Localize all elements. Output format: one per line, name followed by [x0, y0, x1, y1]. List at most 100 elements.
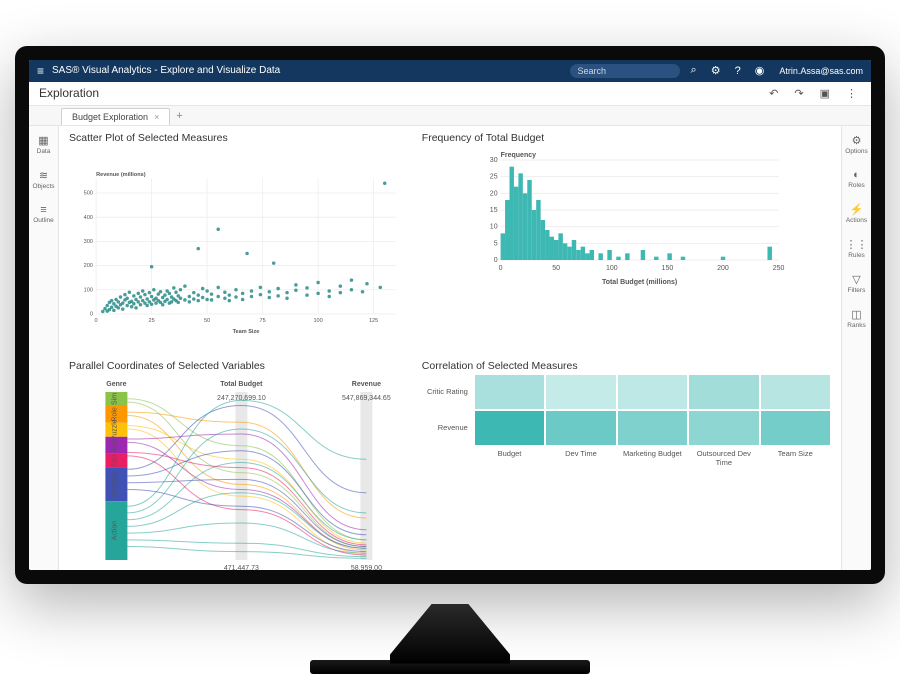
- monitor-frame: ≡ SAS® Visual Analytics - Explore and Vi…: [15, 46, 885, 584]
- svg-text:500: 500: [84, 190, 93, 196]
- svg-text:Frequency: Frequency: [500, 152, 536, 159]
- svg-text:Total Budget (millions): Total Budget (millions): [602, 279, 677, 286]
- rail-item-filters[interactable]: ▽Filters: [848, 271, 866, 296]
- heatmap-cell[interactable]: [546, 375, 615, 409]
- heatmap-col-label: Budget: [474, 446, 545, 467]
- rail-item-ranks[interactable]: ◫Ranks: [847, 306, 865, 331]
- svg-text:Revenue: Revenue: [352, 381, 381, 388]
- rail-item-data[interactable]: ▦Data: [37, 132, 51, 157]
- rail-label: Options: [845, 148, 867, 155]
- close-icon[interactable]: ×: [154, 112, 159, 122]
- rail-label: Ranks: [847, 322, 865, 329]
- rail-item-options[interactable]: ⚙Options: [845, 132, 867, 157]
- scatter-chart[interactable]: 01002003004005000255075100125Revenue (mi…: [69, 146, 404, 356]
- page-header: Exploration ↶ ↷ ▣ ⋮: [29, 82, 871, 106]
- svg-text:15: 15: [490, 207, 498, 214]
- rail-item-roles[interactable]: ◐Roles: [848, 167, 865, 191]
- svg-text:Sim: Sim: [111, 392, 118, 404]
- right-rail: ⚙Options ◐Roles ⚡Actions ⋮⋮Rules ▽Filters ◫Ra…: [841, 126, 871, 570]
- user-label[interactable]: Atrin.Assa@sas.com: [775, 66, 863, 76]
- svg-text:Edu: Edu: [111, 454, 118, 467]
- svg-text:200: 200: [717, 265, 729, 272]
- rail-item-rules[interactable]: ⋮⋮Rules: [846, 236, 868, 261]
- heatmap-cell[interactable]: [761, 411, 830, 445]
- svg-text:25: 25: [490, 173, 498, 180]
- rail-label: Objects: [32, 183, 54, 190]
- svg-text:Total Budget: Total Budget: [220, 381, 263, 388]
- search-input[interactable]: [570, 64, 680, 78]
- panel-histogram: Frequency of Total Budget 05101520253005…: [422, 132, 831, 356]
- svg-text:0: 0: [493, 257, 497, 264]
- heatmap-row-label: Critic Rating: [422, 374, 474, 410]
- heatmap-cell[interactable]: [475, 375, 544, 409]
- page-title: Exploration: [39, 86, 99, 100]
- svg-text:58,959.00: 58,959.00: [351, 565, 382, 570]
- parallel-chart[interactable]: Sim Role Puzzle Misc Edu Strategy Action…: [69, 374, 404, 570]
- tab-add[interactable]: +: [170, 107, 188, 125]
- rail-item-outline[interactable]: ≡Outline: [33, 202, 54, 226]
- svg-text:125: 125: [369, 317, 378, 323]
- svg-text:Genre: Genre: [106, 381, 126, 388]
- rail-item-objects[interactable]: ≋Objects: [32, 167, 54, 192]
- tab-budget-exploration[interactable]: Budget Exploration ×: [61, 108, 170, 125]
- search-icon[interactable]: ⌕: [688, 64, 700, 77]
- rail-item-actions[interactable]: ⚡Actions: [846, 201, 867, 226]
- heatmap-cell[interactable]: [618, 411, 687, 445]
- heatmap-cell[interactable]: [618, 375, 687, 409]
- rail-label: Rules: [848, 252, 865, 259]
- parallel-title: Parallel Coordinates of Selected Variabl…: [69, 360, 404, 372]
- histogram-chart[interactable]: 051015202530050100150200250FrequencyTota…: [422, 146, 831, 286]
- svg-text:Team Size: Team Size: [233, 329, 260, 335]
- svg-text:471,447.73: 471,447.73: [224, 565, 259, 570]
- heatmap-col-label: Dev Time: [545, 446, 616, 467]
- svg-text:20: 20: [490, 190, 498, 197]
- canvas: Frequency of Total Budget 05101520253005…: [59, 126, 841, 570]
- svg-text:50: 50: [552, 265, 560, 272]
- svg-text:0: 0: [95, 317, 98, 323]
- panel-scatter: Scatter Plot of Selected Measures 010020…: [69, 132, 404, 356]
- data-icon: ▦: [38, 134, 48, 147]
- heatmap-cell[interactable]: [689, 411, 758, 445]
- undo-icon[interactable]: ↶: [765, 87, 782, 100]
- actions-icon: ⚡: [850, 203, 864, 216]
- svg-text:0: 0: [498, 265, 502, 272]
- heatmap-cell[interactable]: [475, 411, 544, 445]
- save-icon[interactable]: ▣: [816, 87, 834, 100]
- help-icon[interactable]: ?: [732, 65, 744, 77]
- svg-text:Misc: Misc: [111, 437, 118, 452]
- rail-label: Actions: [846, 217, 867, 224]
- user-icon[interactable]: ◉: [752, 64, 768, 77]
- heatmap-cell[interactable]: [546, 411, 615, 445]
- redo-icon[interactable]: ↷: [790, 87, 807, 100]
- rail-label: Outline: [33, 217, 54, 224]
- svg-text:10: 10: [490, 223, 498, 230]
- svg-text:200: 200: [84, 263, 93, 269]
- heatmap-col-label: Outsourced Dev Time: [688, 446, 759, 467]
- svg-text:Strategy: Strategy: [111, 470, 118, 497]
- heatmap-col-label: Team Size: [760, 446, 831, 467]
- svg-text:75: 75: [260, 317, 266, 323]
- workspace: ▦Data ≋Objects ≡Outline Frequency of Total…: [29, 126, 871, 570]
- svg-text:250: 250: [773, 265, 785, 272]
- more-icon[interactable]: ⋮: [842, 87, 861, 100]
- histogram-title: Frequency of Total Budget: [422, 132, 831, 144]
- svg-text:50: 50: [204, 317, 210, 323]
- panel-parallel: Parallel Coordinates of Selected Variabl…: [69, 360, 404, 570]
- svg-text:25: 25: [149, 317, 155, 323]
- svg-text:5: 5: [493, 240, 497, 247]
- hamburger-icon[interactable]: ≡: [37, 64, 44, 78]
- heatmap-cell[interactable]: [689, 375, 758, 409]
- tabstrip: Budget Exploration × +: [29, 106, 871, 126]
- heatmap-col-label: Marketing Budget: [617, 446, 688, 467]
- settings-icon[interactable]: ⚙: [708, 64, 724, 77]
- rules-icon: ⋮⋮: [846, 238, 868, 251]
- svg-text:247,270,699.10: 247,270,699.10: [217, 395, 266, 402]
- rail-label: Roles: [848, 182, 865, 189]
- svg-text:Revenue (millions): Revenue (millions): [96, 172, 146, 178]
- objects-icon: ≋: [39, 169, 48, 182]
- heatmap-title: Correlation of Selected Measures: [422, 360, 831, 372]
- heatmap-row-label: Revenue: [422, 410, 474, 446]
- svg-text:400: 400: [84, 214, 93, 220]
- heatmap-chart[interactable]: Critic RatingRevenueBudgetDev TimeMarket…: [422, 374, 831, 467]
- heatmap-cell[interactable]: [761, 375, 830, 409]
